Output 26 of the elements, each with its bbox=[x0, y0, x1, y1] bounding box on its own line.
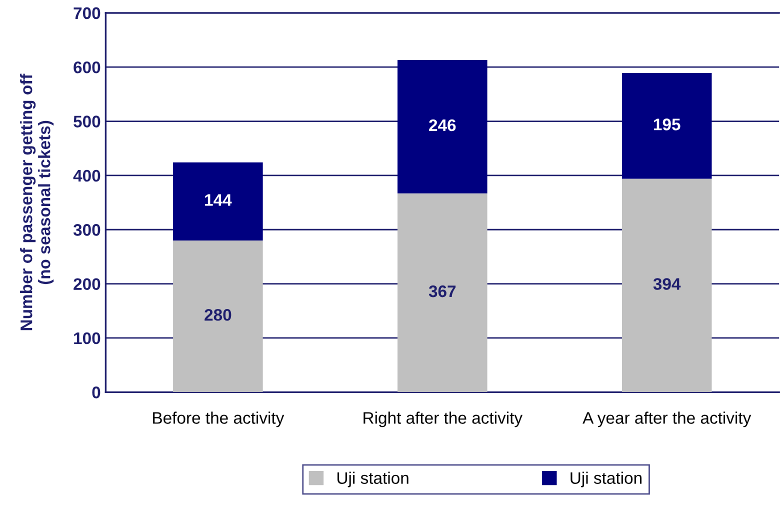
bar bbox=[173, 162, 263, 240]
bar bbox=[398, 60, 488, 194]
legend-label: Uji station bbox=[338, 472, 408, 488]
y-axis-title: Number of passenger getting off (no seasonal tickets) bbox=[20, 74, 54, 330]
data-label: 195 bbox=[654, 118, 680, 130]
data-label: 280 bbox=[204, 308, 232, 321]
data-label: 367 bbox=[428, 285, 456, 298]
legend-label: Uji station bbox=[570, 472, 642, 488]
y-tick-label: 300 bbox=[73, 224, 100, 236]
y-tick-label: 600 bbox=[74, 61, 100, 74]
bar bbox=[173, 240, 263, 392]
x-tick-label: Before the activity bbox=[153, 412, 284, 428]
data-label: 394 bbox=[653, 278, 681, 290]
x-tick-label: Right after the activity bbox=[364, 412, 522, 428]
bar bbox=[622, 178, 712, 392]
data-label: 246 bbox=[429, 119, 456, 132]
y-tick-label: 700 bbox=[74, 7, 100, 20]
y-tick-label: 200 bbox=[74, 278, 100, 290]
y-tick-label: 0 bbox=[92, 386, 100, 398]
x-tick-label: A year after the activity bbox=[582, 412, 752, 428]
y-tick-label: 100 bbox=[74, 332, 100, 344]
bar bbox=[622, 73, 712, 179]
y-tick-label: 500 bbox=[74, 116, 100, 128]
y-tick-label: 400 bbox=[73, 170, 100, 182]
bar bbox=[398, 193, 488, 392]
data-label: 144 bbox=[205, 194, 232, 206]
